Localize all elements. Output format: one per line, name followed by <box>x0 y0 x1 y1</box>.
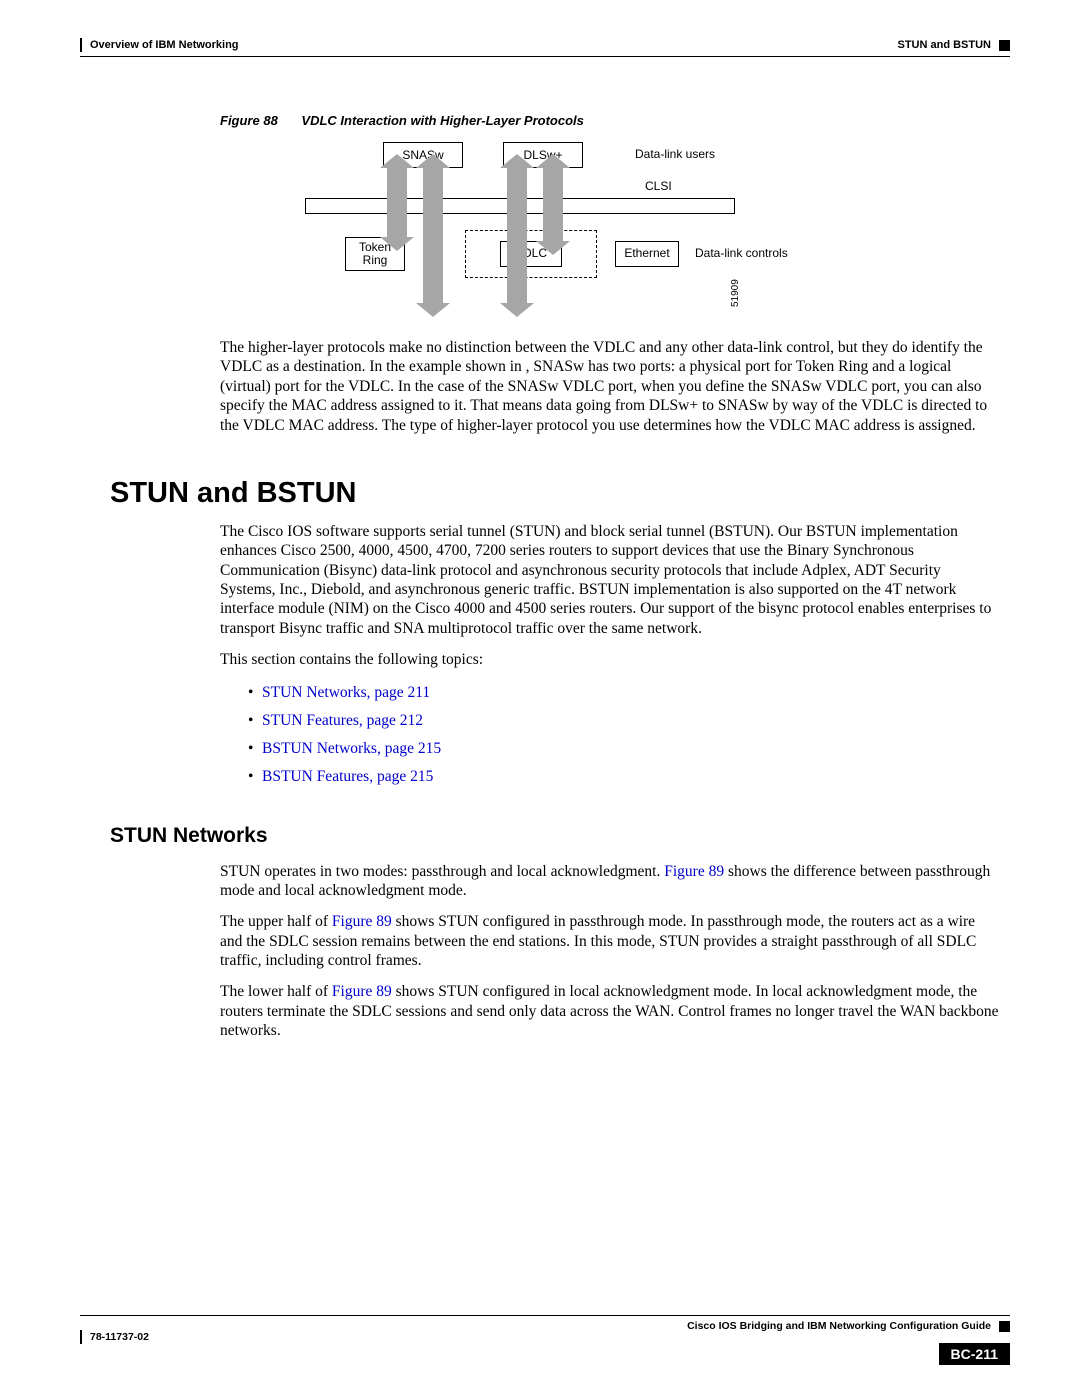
page-number-badge: BC-211 <box>939 1343 1010 1365</box>
body-paragraph: The lower half of Figure 89 shows STUN c… <box>220 982 1000 1040</box>
figure-number: Figure 88 <box>220 113 278 128</box>
page-header: Overview of IBM Networking STUN and BSTU… <box>80 38 1010 57</box>
arrow-icon <box>387 168 407 237</box>
topic-link[interactable]: BSTUN Features, page 215 <box>248 768 1010 786</box>
footer-divider <box>80 1315 1010 1316</box>
body-paragraph: The upper half of Figure 89 shows STUN c… <box>220 912 1000 970</box>
body-paragraph: The Cisco IOS software supports serial t… <box>220 522 1000 638</box>
footer-square-icon <box>999 1321 1010 1332</box>
arrow-icon <box>507 168 527 303</box>
topic-list: STUN Networks, page 211 STUN Features, p… <box>248 684 1010 786</box>
header-rule-mark <box>80 38 82 52</box>
arrow-icon <box>543 168 563 241</box>
box-ethernet: Ethernet <box>615 241 679 267</box>
heading-2: STUN Networks <box>110 824 1010 848</box>
heading-1: STUN and BSTUN <box>110 477 1010 510</box>
body-paragraph: This section contains the following topi… <box>220 650 1000 669</box>
topic-link[interactable]: BSTUN Networks, page 215 <box>248 740 1010 758</box>
figure-side-number: 51909 <box>730 279 741 307</box>
header-divider <box>80 56 1010 57</box>
figure-link[interactable]: Figure 89 <box>332 913 392 930</box>
label-datalink-users: Data-link users <box>635 147 715 161</box>
figure-link[interactable]: Figure 89 <box>332 983 392 1000</box>
footer-rule-mark <box>80 1330 82 1344</box>
vdlc-diagram: SNASw DLSw+ Data-link users CLSI Token R… <box>305 142 805 332</box>
header-chapter: Overview of IBM Networking <box>90 39 239 51</box>
header-square-icon <box>999 40 1010 51</box>
label-datalink-controls: Data-link controls <box>695 246 788 260</box>
topic-link[interactable]: STUN Features, page 212 <box>248 712 1010 730</box>
label-clsi: CLSI <box>645 179 672 193</box>
body-paragraph: STUN operates in two modes: passthrough … <box>220 862 1000 901</box>
topic-link[interactable]: STUN Networks, page 211 <box>248 684 1010 702</box>
figure-title: VDLC Interaction with Higher-Layer Proto… <box>301 113 583 128</box>
figure-caption: Figure 88 VDLC Interaction with Higher-L… <box>220 113 1010 128</box>
header-section: STUN and BSTUN <box>898 39 992 51</box>
arrow-icon <box>423 168 443 303</box>
body-paragraph: The higher-layer protocols make no disti… <box>220 338 1000 435</box>
footer-guide-title: Cisco IOS Bridging and IBM Networking Co… <box>687 1320 991 1332</box>
footer-docnum: 78-11737-02 <box>90 1331 149 1343</box>
page-footer: 78-11737-02 Cisco IOS Bridging and IBM N… <box>80 1315 1010 1365</box>
figure-link[interactable]: Figure 89 <box>664 863 724 880</box>
